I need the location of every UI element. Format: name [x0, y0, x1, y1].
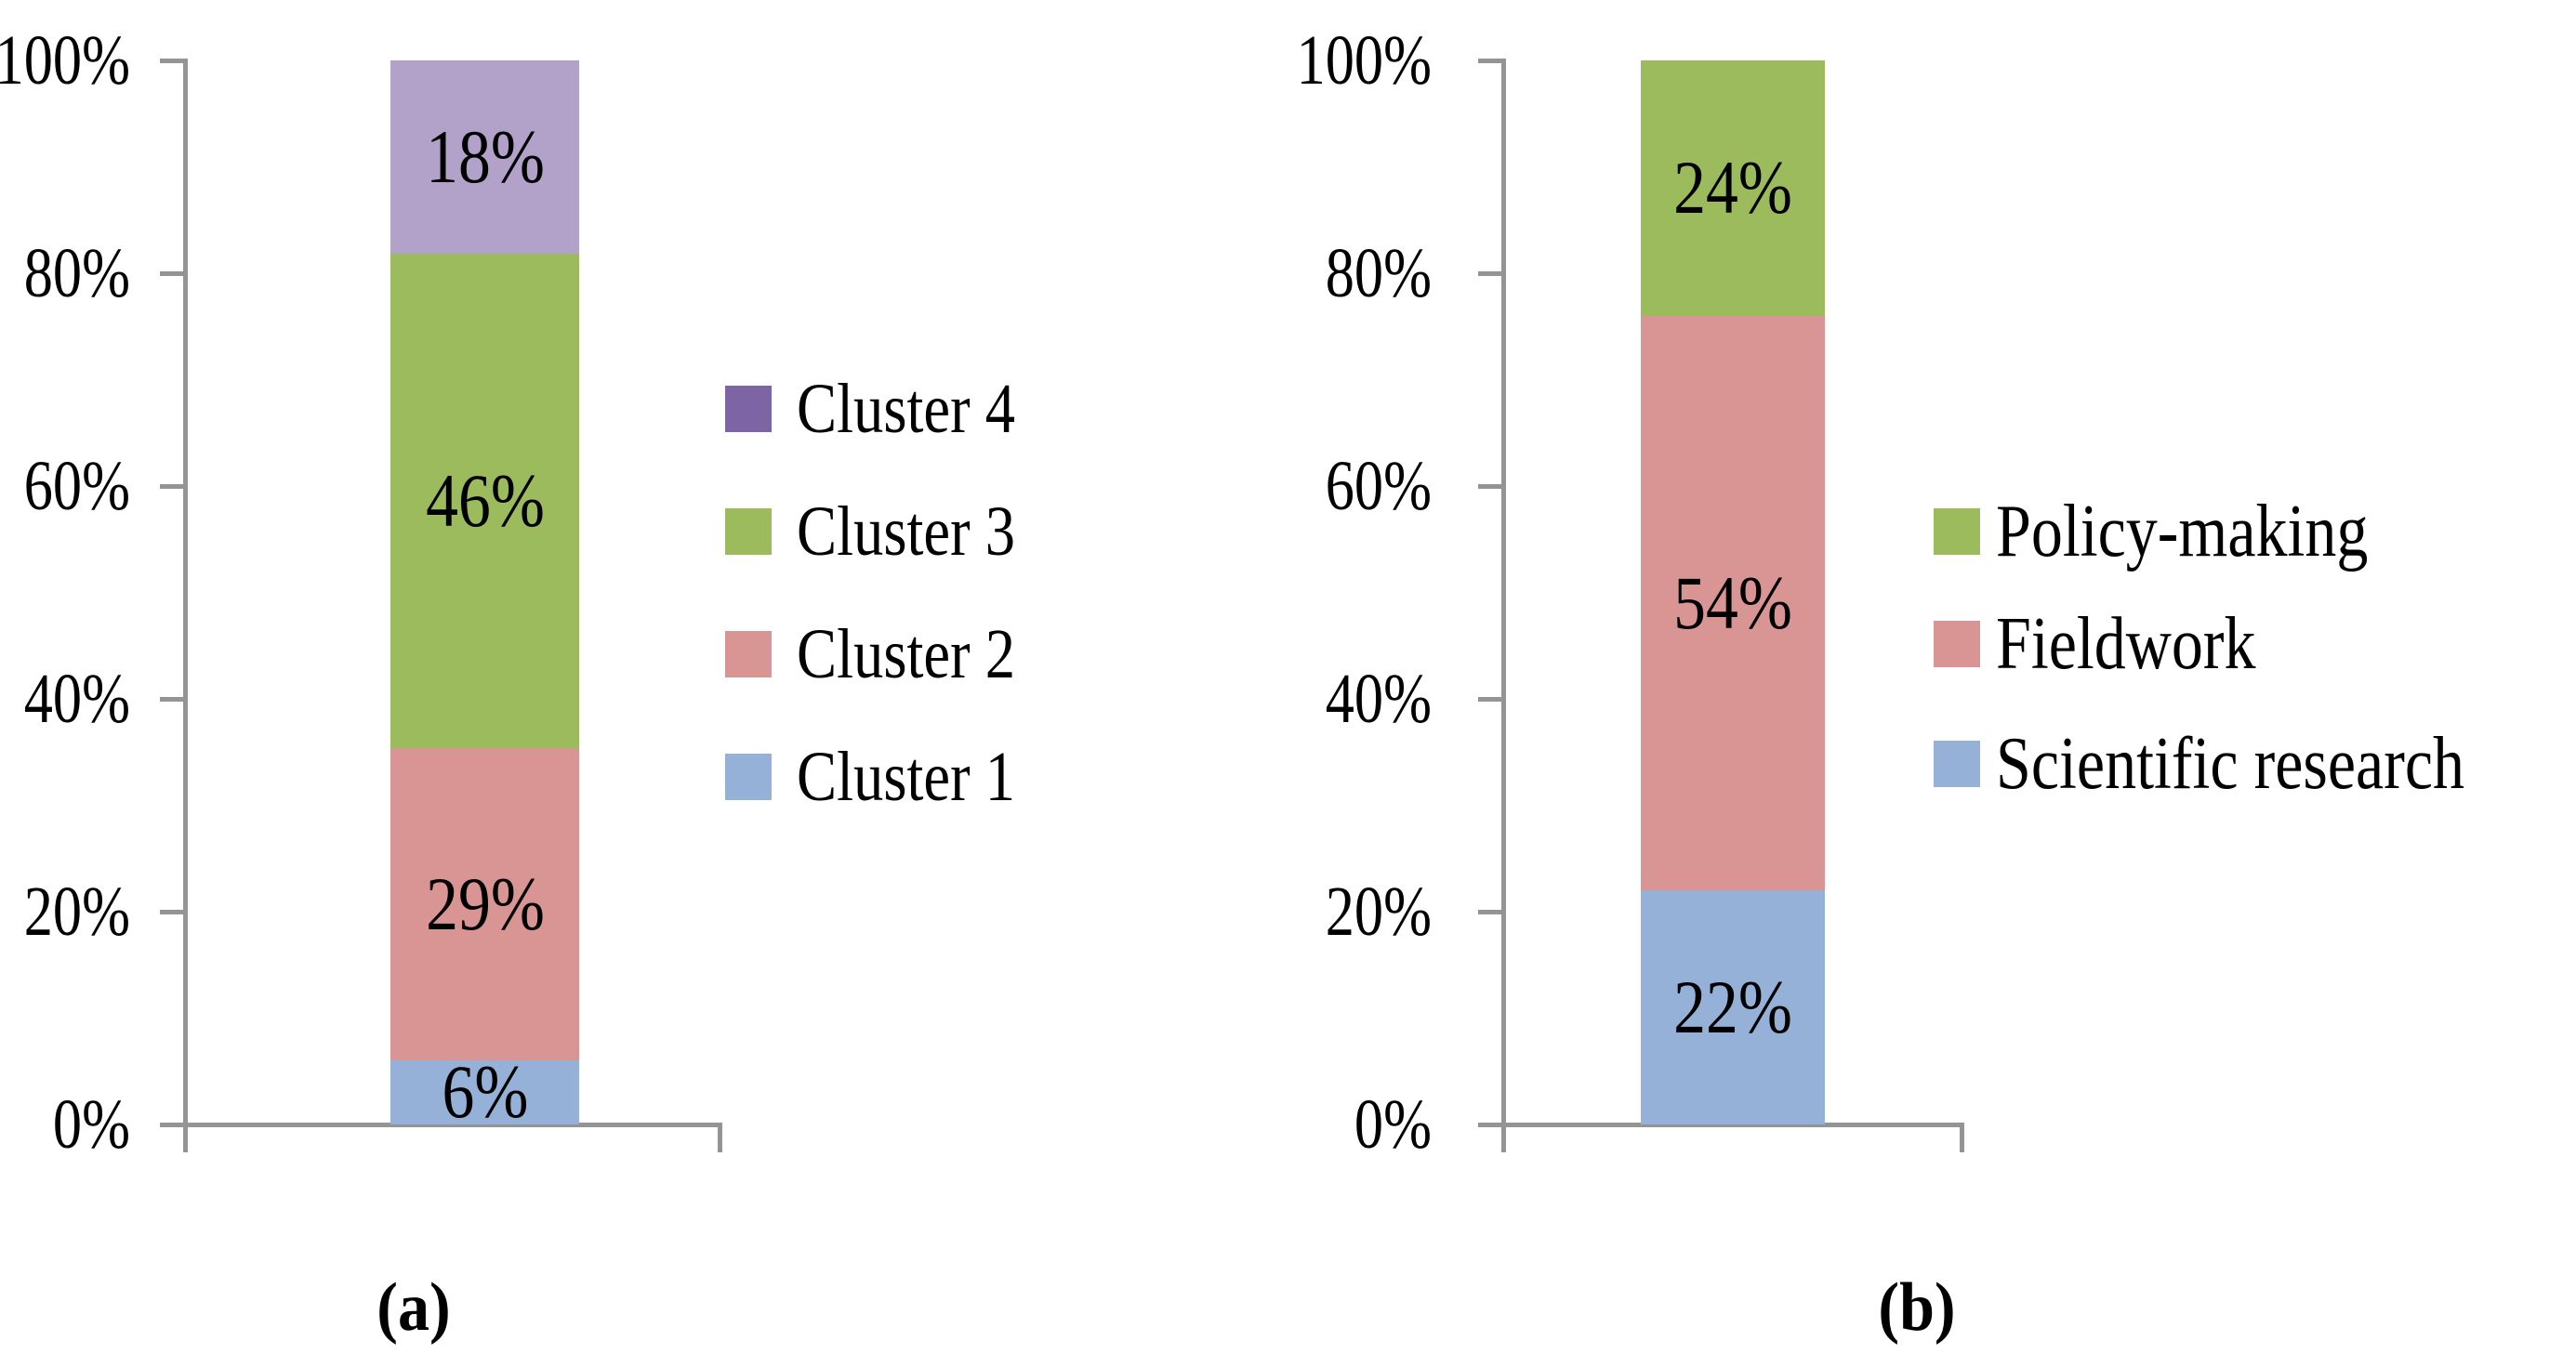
- y-axis-tick-label: 40%: [1325, 660, 1432, 738]
- y-axis-tick: [1478, 59, 1501, 63]
- y-axis-tick: [1478, 1123, 1501, 1127]
- bar-segment-cluster-2: [390, 748, 579, 1060]
- caption-b: (b): [1878, 1269, 1956, 1346]
- legend-swatch-cluster-4: [725, 386, 772, 432]
- y-axis-tick: [160, 59, 183, 63]
- y-axis-tick: [160, 910, 183, 914]
- y-axis-tick: [1478, 910, 1501, 914]
- bar-segment-fieldwork: [1641, 315, 1825, 891]
- y-axis-tick-label: 60%: [1325, 447, 1432, 525]
- y-axis-tick-label: 100%: [1296, 21, 1432, 99]
- y-axis-tick-label: 0%: [52, 1085, 130, 1163]
- bar-segment-cluster-1: [390, 1059, 579, 1124]
- legend-swatch-cluster-3: [725, 508, 772, 555]
- x-axis-end-tick: [718, 1123, 722, 1152]
- legend-label-cluster-2: Cluster 2: [797, 615, 1016, 693]
- bar-segment-scientific-research: [1641, 890, 1825, 1124]
- legend-label-policy-making: Policy-making: [1996, 491, 2369, 572]
- y-axis-tick: [1478, 697, 1501, 702]
- legend-label-fieldwork: Fieldwork: [1996, 603, 2256, 685]
- y-axis-tick: [1478, 271, 1501, 276]
- y-axis-tick: [160, 697, 183, 702]
- legend-swatch-policy-making: [1934, 508, 1980, 555]
- x-axis-end-tick: [1960, 1123, 1964, 1152]
- bar-segment-policy-making: [1641, 60, 1825, 316]
- y-axis-tick-label: 80%: [1325, 234, 1432, 312]
- y-axis-tick-label: 60%: [23, 447, 130, 525]
- bar-segment-label-scientific-research: 22%: [1673, 965, 1792, 1050]
- caption-a: (a): [376, 1269, 451, 1346]
- legend-swatch-fieldwork: [1934, 621, 1980, 667]
- y-axis-tick: [160, 1123, 183, 1127]
- legend-label-cluster-1: Cluster 1: [797, 738, 1016, 816]
- y-axis-line: [183, 59, 188, 1152]
- y-axis-tick-label: 0%: [1354, 1085, 1432, 1163]
- legend-swatch-scientific-research: [1934, 741, 1980, 787]
- y-axis-line: [1501, 59, 1506, 1152]
- bar-segment-label-cluster-4: 18%: [425, 114, 545, 200]
- y-axis-tick-label: 100%: [0, 21, 130, 99]
- y-axis-tick: [160, 484, 183, 489]
- bar-segment-label-cluster-1: 6%: [442, 1049, 528, 1135]
- x-axis-line: [1501, 1123, 1964, 1127]
- legend-label-cluster-3: Cluster 3: [797, 493, 1016, 571]
- x-axis-line: [183, 1123, 722, 1127]
- bar-segment-label-policy-making: 24%: [1673, 145, 1792, 230]
- bar-segment-cluster-3: [390, 254, 579, 749]
- legend-label-scientific-research: Scientific research: [1996, 723, 2465, 805]
- y-axis-tick: [1478, 484, 1501, 489]
- y-axis-tick-label: 40%: [23, 660, 130, 738]
- y-axis-tick-label: 20%: [1325, 873, 1432, 951]
- y-axis-tick-label: 20%: [23, 873, 130, 951]
- y-axis-tick: [160, 271, 183, 276]
- bar-segment-label-cluster-2: 29%: [425, 861, 545, 946]
- bar-segment-label-fieldwork: 54%: [1673, 559, 1792, 645]
- legend-swatch-cluster-1: [725, 754, 772, 800]
- legend-label-cluster-4: Cluster 4: [797, 370, 1016, 448]
- bar-segment-cluster-4: [390, 60, 579, 255]
- legend-swatch-cluster-2: [725, 631, 772, 677]
- y-axis-tick-label: 80%: [23, 234, 130, 312]
- bar-segment-label-cluster-3: 46%: [425, 458, 545, 544]
